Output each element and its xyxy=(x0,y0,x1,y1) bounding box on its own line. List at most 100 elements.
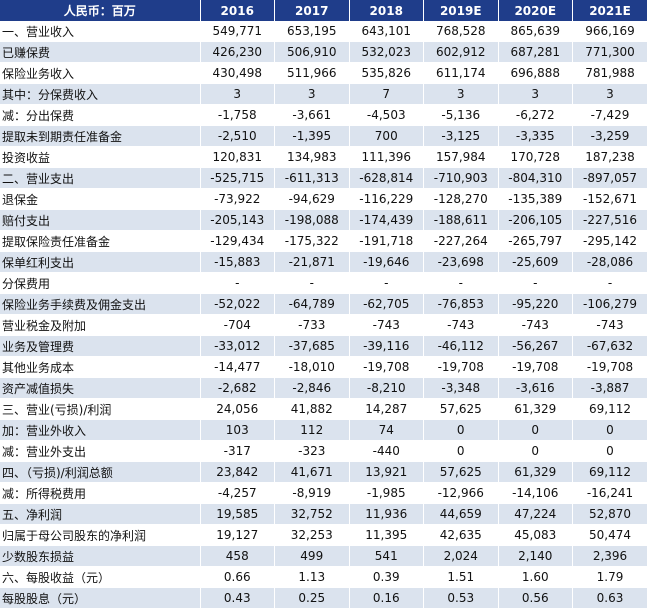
row-label: 退保金 xyxy=(0,189,200,210)
table-cell: -743 xyxy=(349,315,424,336)
table-cell: 865,639 xyxy=(498,21,573,42)
table-cell: -205,143 xyxy=(200,210,275,231)
table-cell: -2,510 xyxy=(200,126,275,147)
table-cell: -2,682 xyxy=(200,378,275,399)
table-cell: 52,870 xyxy=(573,504,647,525)
table-cell: 47,224 xyxy=(498,504,573,525)
table-cell: 0.63 xyxy=(573,588,647,609)
row-label: 资产减值损失 xyxy=(0,378,200,399)
table-cell: -3,125 xyxy=(424,126,499,147)
table-cell: -23,698 xyxy=(424,252,499,273)
table-cell: 112 xyxy=(275,420,350,441)
table-cell: 0.53 xyxy=(424,588,499,609)
table-cell: 696,888 xyxy=(498,63,573,84)
table-cell: -128,270 xyxy=(424,189,499,210)
table-row: 保单红利支出-15,883-21,871-19,646-23,698-25,60… xyxy=(0,252,647,273)
table-cell: -19,708 xyxy=(424,357,499,378)
table-cell: 69,112 xyxy=(573,462,647,483)
table-cell: 511,966 xyxy=(275,63,350,84)
table-cell: -64,789 xyxy=(275,294,350,315)
table-cell: -227,516 xyxy=(573,210,647,231)
table-cell: 157,984 xyxy=(424,147,499,168)
row-label: 其中：分保费收入 xyxy=(0,84,200,105)
table-cell: -317 xyxy=(200,441,275,462)
table-cell: -3,616 xyxy=(498,378,573,399)
table-cell: 2,396 xyxy=(573,546,647,567)
table-cell: 0 xyxy=(424,441,499,462)
table-row: 分保费用------ xyxy=(0,273,647,294)
row-label: 保单红利支出 xyxy=(0,252,200,273)
table-cell: 42,635 xyxy=(424,525,499,546)
row-label: 四、（亏损)/利润总额 xyxy=(0,462,200,483)
table-cell: 74 xyxy=(349,420,424,441)
table-cell: -440 xyxy=(349,441,424,462)
row-label: 减：分出保费 xyxy=(0,105,200,126)
table-cell: -4,503 xyxy=(349,105,424,126)
table-cell: 611,174 xyxy=(424,63,499,84)
table-cell: -323 xyxy=(275,441,350,462)
row-label: 投资收益 xyxy=(0,147,200,168)
table-cell: 458 xyxy=(200,546,275,567)
table-cell: -628,814 xyxy=(349,168,424,189)
row-label: 加：营业外收入 xyxy=(0,420,200,441)
table-cell: -12,966 xyxy=(424,483,499,504)
table-cell: -743 xyxy=(573,315,647,336)
table-cell: - xyxy=(498,273,573,294)
table-cell: 0 xyxy=(573,441,647,462)
header-year-2021e: 2021E xyxy=(573,0,647,21)
row-label: 减：营业外支出 xyxy=(0,441,200,462)
table-cell: 69,112 xyxy=(573,399,647,420)
table-cell: -56,267 xyxy=(498,336,573,357)
table-cell: 532,023 xyxy=(349,42,424,63)
table-cell: - xyxy=(200,273,275,294)
table-cell: -188,611 xyxy=(424,210,499,231)
table-cell: -16,241 xyxy=(573,483,647,504)
table-row: 提取保险责任准备金-129,434-175,322-191,718-227,26… xyxy=(0,231,647,252)
table-cell: 426,230 xyxy=(200,42,275,63)
table-cell: -3,335 xyxy=(498,126,573,147)
row-label: 其他业务成本 xyxy=(0,357,200,378)
table-cell: -525,715 xyxy=(200,168,275,189)
table-cell: -611,313 xyxy=(275,168,350,189)
table-cell: -116,229 xyxy=(349,189,424,210)
table-cell: 61,329 xyxy=(498,462,573,483)
header-year-2019e: 2019E xyxy=(424,0,499,21)
table-cell: 41,671 xyxy=(275,462,350,483)
header-year-2020e: 2020E xyxy=(498,0,573,21)
table-cell: -52,022 xyxy=(200,294,275,315)
table-cell: 781,988 xyxy=(573,63,647,84)
table-cell: -3,348 xyxy=(424,378,499,399)
table-cell: - xyxy=(275,273,350,294)
table-cell: -174,439 xyxy=(349,210,424,231)
header-label: 人民币：百万 xyxy=(0,0,200,21)
table-cell: 1.13 xyxy=(275,567,350,588)
row-label: 业务及管理费 xyxy=(0,336,200,357)
table-cell: -2,846 xyxy=(275,378,350,399)
table-cell: -1,985 xyxy=(349,483,424,504)
table-cell: 19,585 xyxy=(200,504,275,525)
table-cell: 430,498 xyxy=(200,63,275,84)
row-label: 五、净利润 xyxy=(0,504,200,525)
table-cell: 0.56 xyxy=(498,588,573,609)
row-label: 保险业务手续费及佣金支出 xyxy=(0,294,200,315)
table-cell: -94,629 xyxy=(275,189,350,210)
table-cell: 24,056 xyxy=(200,399,275,420)
table-cell: -14,106 xyxy=(498,483,573,504)
table-cell: -14,477 xyxy=(200,357,275,378)
row-label: 赔付支出 xyxy=(0,210,200,231)
table-row: 减：分出保费-1,758-3,661-4,503-5,136-6,272-7,4… xyxy=(0,105,647,126)
table-cell: 61,329 xyxy=(498,399,573,420)
table-cell: -95,220 xyxy=(498,294,573,315)
table-cell: 3 xyxy=(498,84,573,105)
table-cell: 3 xyxy=(275,84,350,105)
table-cell: -28,086 xyxy=(573,252,647,273)
table-cell: 0 xyxy=(498,441,573,462)
